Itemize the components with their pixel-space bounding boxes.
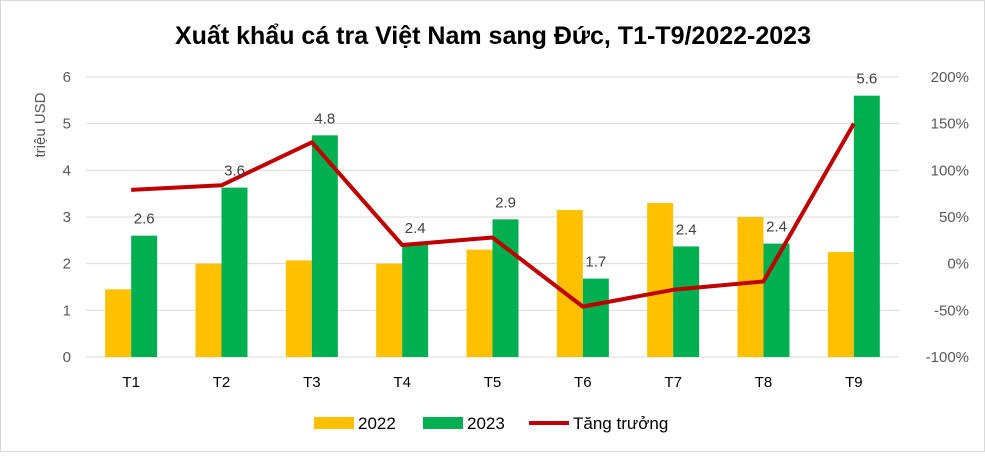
bar-2023 [221, 187, 248, 357]
bar-2022 [376, 263, 403, 357]
legend-swatch [314, 417, 354, 429]
bar-2023 [582, 278, 609, 357]
legend-label: 2022 [358, 414, 396, 433]
bar-2022 [737, 217, 764, 357]
y-axis-label: triệu USD [32, 92, 49, 157]
legend-label: 2023 [467, 414, 505, 433]
data-label: 2.4 [676, 221, 697, 238]
bar-2022 [195, 263, 222, 357]
y-tick-label: 5 [63, 116, 71, 133]
data-label: 2.4 [405, 220, 426, 237]
y-tick-label: 0 [63, 349, 71, 366]
x-tick-label: T9 [845, 374, 863, 391]
bar-2022 [466, 249, 493, 357]
bar-2022 [827, 252, 854, 357]
data-label: 1.7 [585, 254, 606, 271]
y2-tick-label: 50% [939, 209, 969, 226]
y2-tick-label: 100% [931, 162, 969, 179]
x-tick-label: T1 [122, 374, 140, 391]
y-tick-label: 2 [63, 256, 71, 273]
y-tick-label: 3 [63, 209, 71, 226]
bar-2023 [402, 245, 429, 357]
chart-title: Xuất khẩu cá tra Việt Nam sang Đức, T1-T… [175, 22, 811, 50]
x-tick-label: T8 [755, 374, 773, 391]
y-tick-label: 4 [63, 162, 71, 179]
data-label: 2.9 [495, 194, 516, 211]
data-label: 2.6 [134, 211, 155, 228]
bar-2022 [285, 260, 312, 357]
bar-2023 [131, 235, 158, 357]
x-tick-label: T6 [574, 374, 592, 391]
legend-label: Tăng trưởng [573, 414, 668, 433]
x-tick-label: T7 [664, 374, 682, 391]
bar-2022 [556, 210, 583, 357]
x-tick-label: T5 [484, 374, 502, 391]
x-tick-label: T3 [303, 374, 321, 391]
bar-2022 [105, 289, 132, 357]
data-label: 5.6 [856, 71, 877, 88]
bar-2023 [853, 95, 880, 358]
growth-line [131, 122, 856, 309]
data-label: 3.6 [224, 163, 245, 180]
x-tick-label: T4 [393, 374, 411, 391]
y2-tick-label: 200% [931, 69, 969, 86]
data-label: 4.8 [314, 110, 335, 127]
y2-tick-label: 150% [931, 116, 969, 133]
bar-2022 [647, 203, 674, 357]
legend-swatch [423, 417, 463, 429]
data-label: 2.4 [766, 219, 787, 236]
bar-2023 [311, 135, 338, 357]
y-tick-label: 6 [63, 69, 71, 86]
y-tick-label: 1 [63, 302, 71, 319]
y2-tick-label: -50% [934, 302, 969, 319]
y2-tick-label: 0% [947, 256, 969, 273]
x-tick-label: T2 [213, 374, 231, 391]
y2-tick-label: -100% [926, 349, 969, 366]
bar-2023 [673, 246, 700, 357]
